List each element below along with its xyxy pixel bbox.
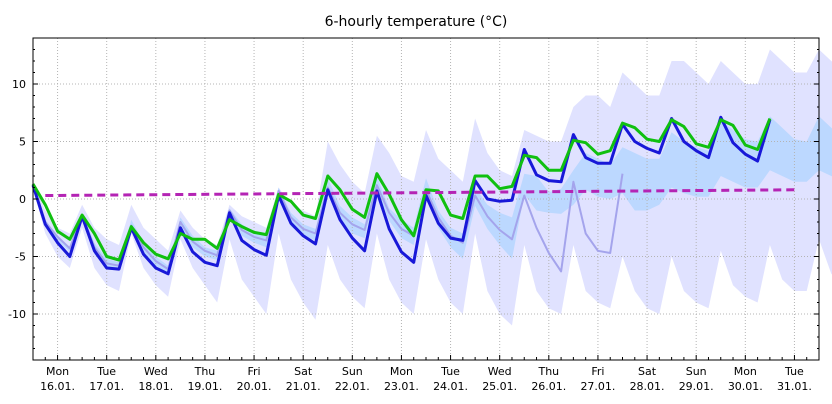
mean-line [31,115,772,276]
x-date-label: 23.01. [384,380,419,393]
climate-line [45,188,795,198]
x-day-label: Sat [638,365,657,378]
spread-bands [33,49,832,326]
x-day-label: Mon [46,365,69,378]
control-line [31,117,772,262]
x-date-label: 27.01. [580,380,615,393]
y-tick-label: 10 [12,78,26,91]
series-lines [31,115,795,276]
x-date-label: 20.01. [237,380,272,393]
x-date-label: 29.01. [679,380,714,393]
grid-lines [33,38,819,360]
x-day-label: Tue [784,365,804,378]
x-day-label: Tue [96,365,116,378]
chart-title: 6-hourly temperature (°C) [325,14,508,30]
y-tick-label: 0 [19,193,26,206]
x-date-label: 24.01. [433,380,468,393]
x-date-label: 22.01. [335,380,370,393]
x-day-label: Fri [591,365,604,378]
y-tick-label: 5 [19,136,26,149]
x-day-label: Sat [294,365,313,378]
y-tick-label: -5 [15,251,26,264]
x-date-label: 17.01. [89,380,124,393]
x-day-label: Mon [734,365,757,378]
x-day-label: Wed [488,365,512,378]
x-date-label: 25.01. [482,380,517,393]
x-date-label: 18.01. [138,380,173,393]
x-day-label: Thu [194,365,216,378]
x-day-label: Wed [144,365,168,378]
x-date-label: 21.01. [286,380,321,393]
x-day-label: Tue [440,365,460,378]
spread-inner-band [33,116,832,273]
x-day-label: Sun [686,365,707,378]
spread-outer-band [33,49,832,326]
x-date-label: 31.01. [777,380,812,393]
x-date-label: 16.01. [40,380,75,393]
x-date-label: 30.01. [728,380,763,393]
x-day-label: Mon [390,365,413,378]
x-date-label: 19.01. [187,380,222,393]
y-tick-label: -10 [8,308,26,321]
axis-labels: -10 -5 0 5 10 Mon 16.01. Tue 17.01. Wed 18.01. Thu 1… [8,49,819,393]
x-date-label: 26.01. [531,380,566,393]
x-day-label: Fri [248,365,261,378]
x-day-label: Thu [537,365,559,378]
x-day-label: Sun [342,365,363,378]
x-date-label: 28.01. [630,380,665,393]
